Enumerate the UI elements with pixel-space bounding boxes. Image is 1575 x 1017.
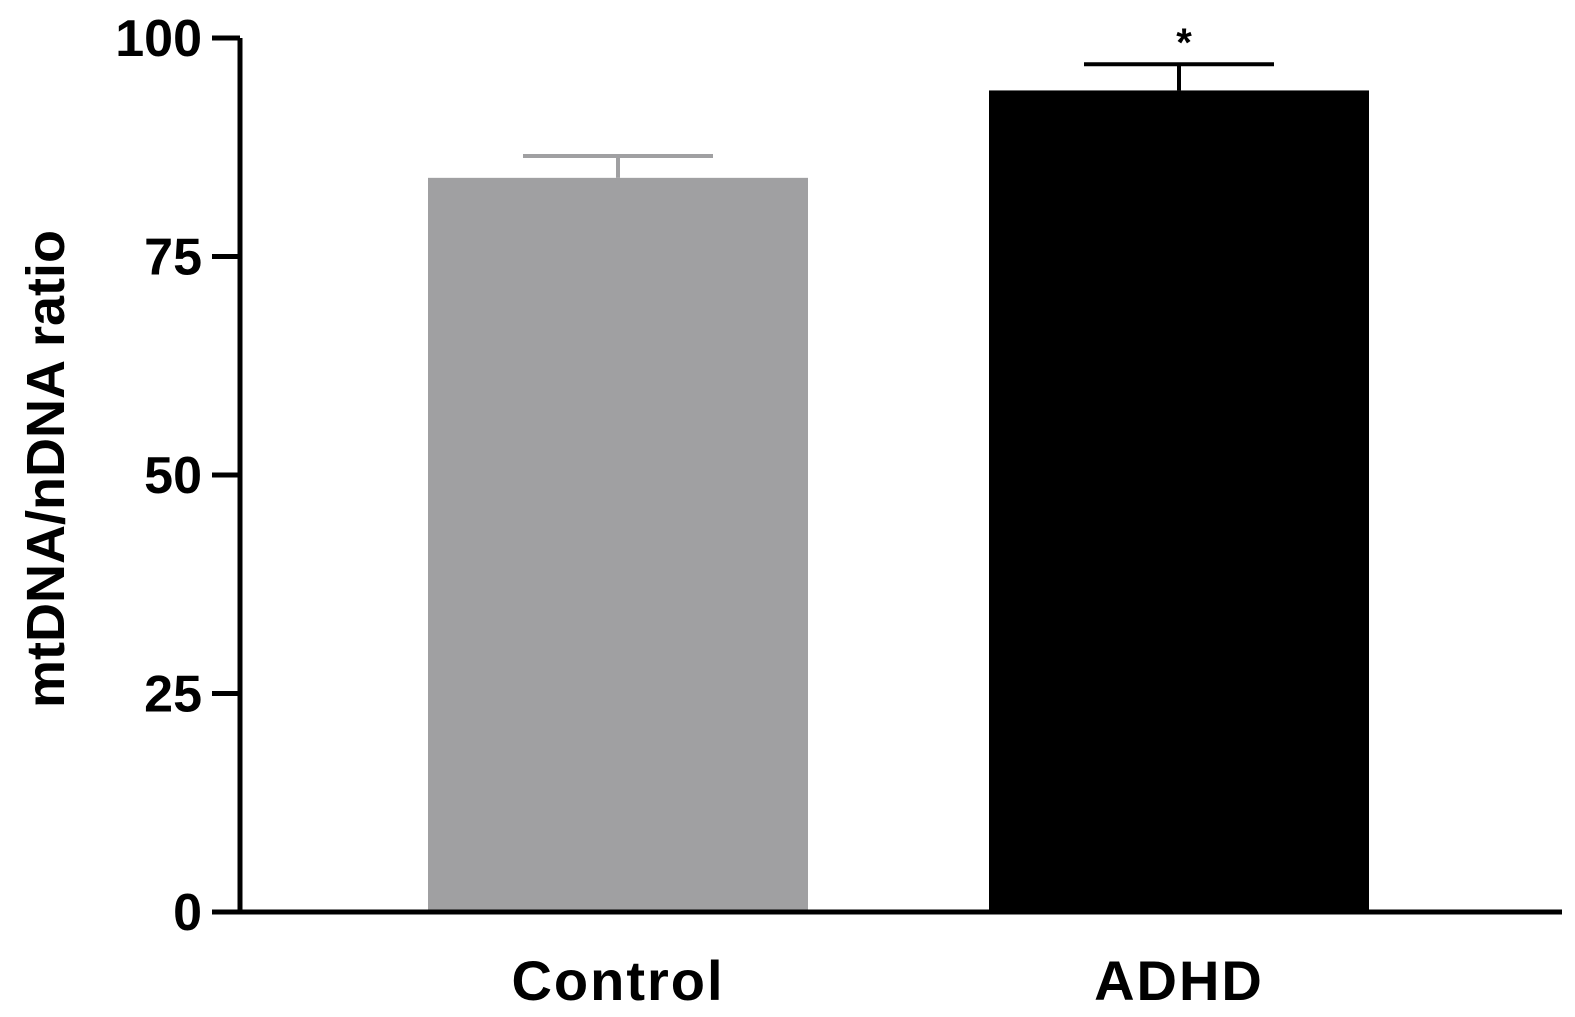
bar-control xyxy=(428,177,808,913)
y-tick-label: 50 xyxy=(144,447,202,505)
significance-marker: * xyxy=(1176,21,1192,65)
y-tick-label: 0 xyxy=(173,884,202,942)
bar-adhd xyxy=(989,90,1369,912)
y-axis-title: mtDNA/nDNA ratio xyxy=(16,230,76,708)
bars: Control * ADHD xyxy=(428,21,1369,1012)
y-axis-ticks: 0 25 50 75 100 xyxy=(115,10,240,942)
y-tick-label: 100 xyxy=(115,10,202,68)
y-tick-label: 75 xyxy=(144,229,202,287)
x-category-label: Control xyxy=(511,949,724,1012)
x-category-label: ADHD xyxy=(1094,949,1264,1012)
y-tick-label: 25 xyxy=(144,666,202,724)
